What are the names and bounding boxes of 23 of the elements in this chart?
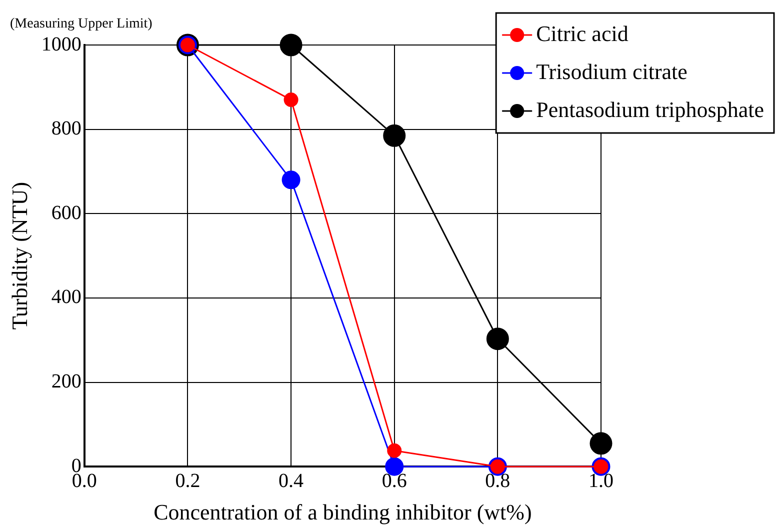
text: (Measuring Upper Limit) xyxy=(10,16,153,32)
point xyxy=(284,92,298,108)
point xyxy=(590,432,612,455)
x-tick-label: 0.2 xyxy=(175,470,200,492)
x-tick-label: 0.6 xyxy=(382,470,407,492)
x-tick-label: 1.0 xyxy=(588,470,614,492)
y-tick-label: 1000 xyxy=(41,33,82,56)
legend-label: Trisodium citrate xyxy=(536,58,688,84)
y-tick-label: 800 xyxy=(51,118,82,140)
y-tick-label: 600 xyxy=(51,202,82,224)
point xyxy=(280,34,302,56)
x-tick-label: 0.4 xyxy=(278,470,304,492)
y-tick-label: 200 xyxy=(51,370,82,393)
y-tick-label: 400 xyxy=(51,286,82,308)
x-axis-title: Concentration of a binding inhibitor (wt%) xyxy=(154,500,532,525)
point xyxy=(383,124,406,147)
point xyxy=(282,170,300,190)
x-tick-label: 0.8 xyxy=(485,470,510,492)
legend-label: Citric acid xyxy=(536,20,628,46)
point xyxy=(486,328,509,350)
y-axis-title: Turbidity (NTU) xyxy=(6,182,32,330)
legend-label: Pentasodium triphosphate xyxy=(536,96,764,122)
point xyxy=(387,443,402,458)
